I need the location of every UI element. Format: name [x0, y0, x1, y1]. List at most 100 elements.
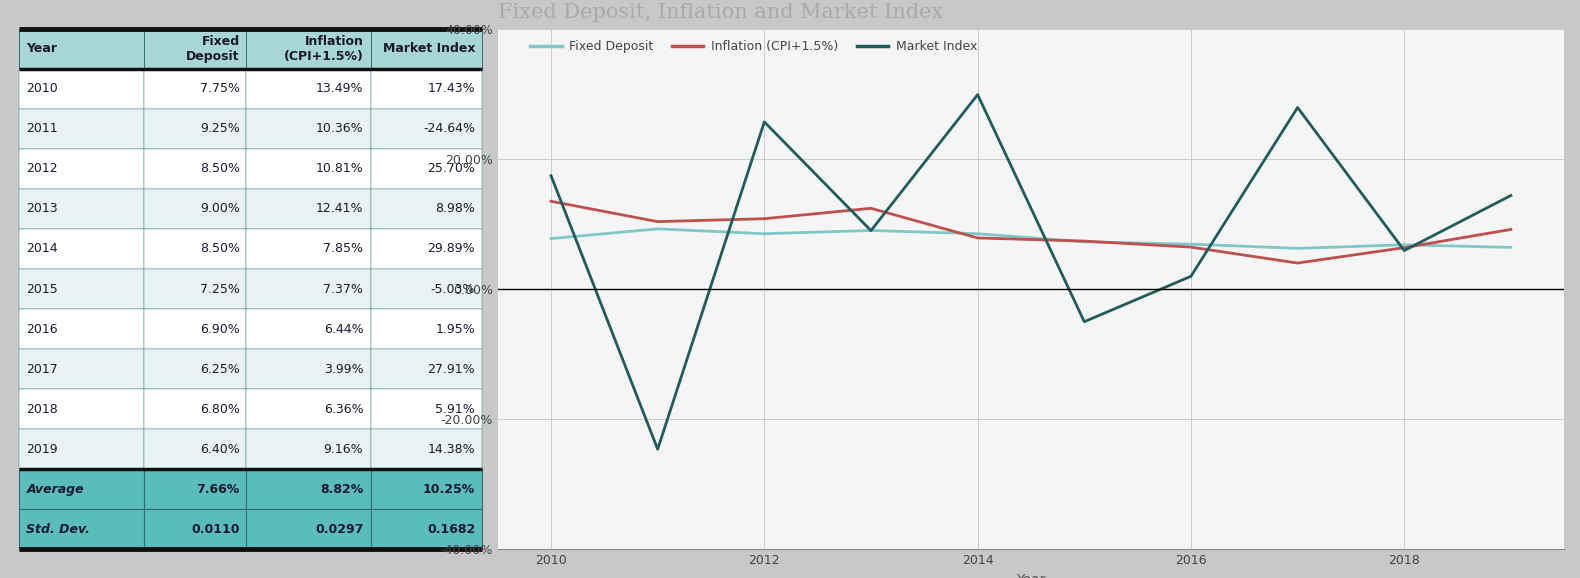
Text: 6.44%: 6.44%: [324, 323, 363, 335]
Bar: [371, 429, 482, 469]
Bar: [19, 349, 144, 389]
Market Index: [1288, 104, 1307, 111]
Text: Fixed Deposit, Inflation and Market Index: Fixed Deposit, Inflation and Market Inde…: [498, 3, 943, 22]
Bar: [144, 189, 246, 229]
Bar: [371, 349, 482, 389]
Text: -5.03%: -5.03%: [431, 283, 476, 295]
Bar: [19, 309, 144, 349]
Bar: [371, 309, 482, 349]
Bar: [246, 509, 371, 549]
Text: 0.0110: 0.0110: [191, 523, 240, 536]
Text: 10.81%: 10.81%: [316, 162, 363, 176]
Bar: [19, 269, 144, 309]
Bar: [144, 429, 246, 469]
Bar: [19, 469, 144, 509]
Text: 12.41%: 12.41%: [316, 202, 363, 216]
Fixed Deposit: [1288, 245, 1307, 252]
Inflation (CPI+1.5%): [1395, 244, 1414, 251]
Line: Fixed Deposit: Fixed Deposit: [551, 229, 1510, 249]
Market Index: [648, 446, 667, 453]
Bar: [144, 309, 246, 349]
Bar: [246, 109, 371, 149]
Bar: [19, 309, 144, 349]
Bar: [246, 349, 371, 389]
Bar: [144, 389, 246, 429]
Market Index: [1395, 247, 1414, 254]
Bar: [144, 109, 246, 149]
Bar: [19, 109, 144, 149]
Text: 2016: 2016: [27, 323, 58, 335]
Text: 2017: 2017: [27, 362, 58, 376]
Bar: [19, 509, 144, 549]
Bar: [19, 189, 144, 229]
Bar: [144, 349, 246, 389]
Bar: [19, 229, 144, 269]
Bar: [19, 229, 144, 269]
Text: Year: Year: [27, 42, 57, 55]
Bar: [144, 69, 246, 109]
Bar: [246, 29, 371, 69]
Bar: [246, 229, 371, 269]
Bar: [246, 469, 371, 509]
Text: 13.49%: 13.49%: [316, 83, 363, 95]
Bar: [19, 389, 144, 429]
Bar: [371, 149, 482, 189]
Text: 2015: 2015: [27, 283, 58, 295]
Bar: [371, 229, 482, 269]
Line: Market Index: Market Index: [551, 95, 1510, 449]
Bar: [19, 29, 144, 69]
Bar: [371, 509, 482, 549]
Bar: [144, 309, 246, 349]
Text: 10.25%: 10.25%: [423, 483, 476, 495]
Bar: [246, 389, 371, 429]
Bar: [246, 189, 371, 229]
Text: 2014: 2014: [27, 243, 58, 255]
Bar: [144, 469, 246, 509]
Bar: [371, 189, 482, 229]
Market Index: [1501, 192, 1520, 199]
Market Index: [1182, 273, 1201, 280]
Text: 7.25%: 7.25%: [199, 283, 240, 295]
Bar: [371, 429, 482, 469]
Bar: [371, 269, 482, 309]
Bar: [246, 309, 371, 349]
Inflation (CPI+1.5%): [648, 218, 667, 225]
Inflation (CPI+1.5%): [542, 198, 561, 205]
Text: 6.40%: 6.40%: [201, 443, 240, 455]
Bar: [19, 29, 144, 69]
Text: 3.99%: 3.99%: [324, 362, 363, 376]
Bar: [371, 229, 482, 269]
Bar: [371, 69, 482, 109]
Bar: [371, 109, 482, 149]
Bar: [246, 149, 371, 189]
Text: 6.80%: 6.80%: [199, 402, 240, 416]
Bar: [144, 29, 246, 69]
Fixed Deposit: [648, 225, 667, 232]
Text: 9.16%: 9.16%: [324, 443, 363, 455]
Text: 0.1682: 0.1682: [427, 523, 476, 536]
Bar: [19, 189, 144, 229]
Text: 7.85%: 7.85%: [324, 243, 363, 255]
Bar: [19, 69, 144, 109]
Text: 9.25%: 9.25%: [201, 123, 240, 135]
Bar: [144, 189, 246, 229]
Text: Std. Dev.: Std. Dev.: [27, 523, 90, 536]
Text: 0.0297: 0.0297: [314, 523, 363, 536]
Text: 8.50%: 8.50%: [199, 162, 240, 176]
Inflation (CPI+1.5%): [969, 235, 988, 242]
Text: 8.82%: 8.82%: [321, 483, 363, 495]
Bar: [144, 69, 246, 109]
Bar: [246, 269, 371, 309]
Inflation (CPI+1.5%): [1182, 244, 1201, 251]
Fixed Deposit: [1074, 238, 1093, 245]
Bar: [246, 509, 371, 549]
Text: 17.43%: 17.43%: [428, 83, 476, 95]
Fixed Deposit: [755, 230, 774, 237]
Market Index: [861, 227, 880, 234]
Bar: [246, 109, 371, 149]
Text: 2012: 2012: [27, 162, 58, 176]
Text: 7.37%: 7.37%: [324, 283, 363, 295]
Text: 27.91%: 27.91%: [428, 362, 476, 376]
Fixed Deposit: [969, 230, 988, 237]
Bar: [371, 309, 482, 349]
